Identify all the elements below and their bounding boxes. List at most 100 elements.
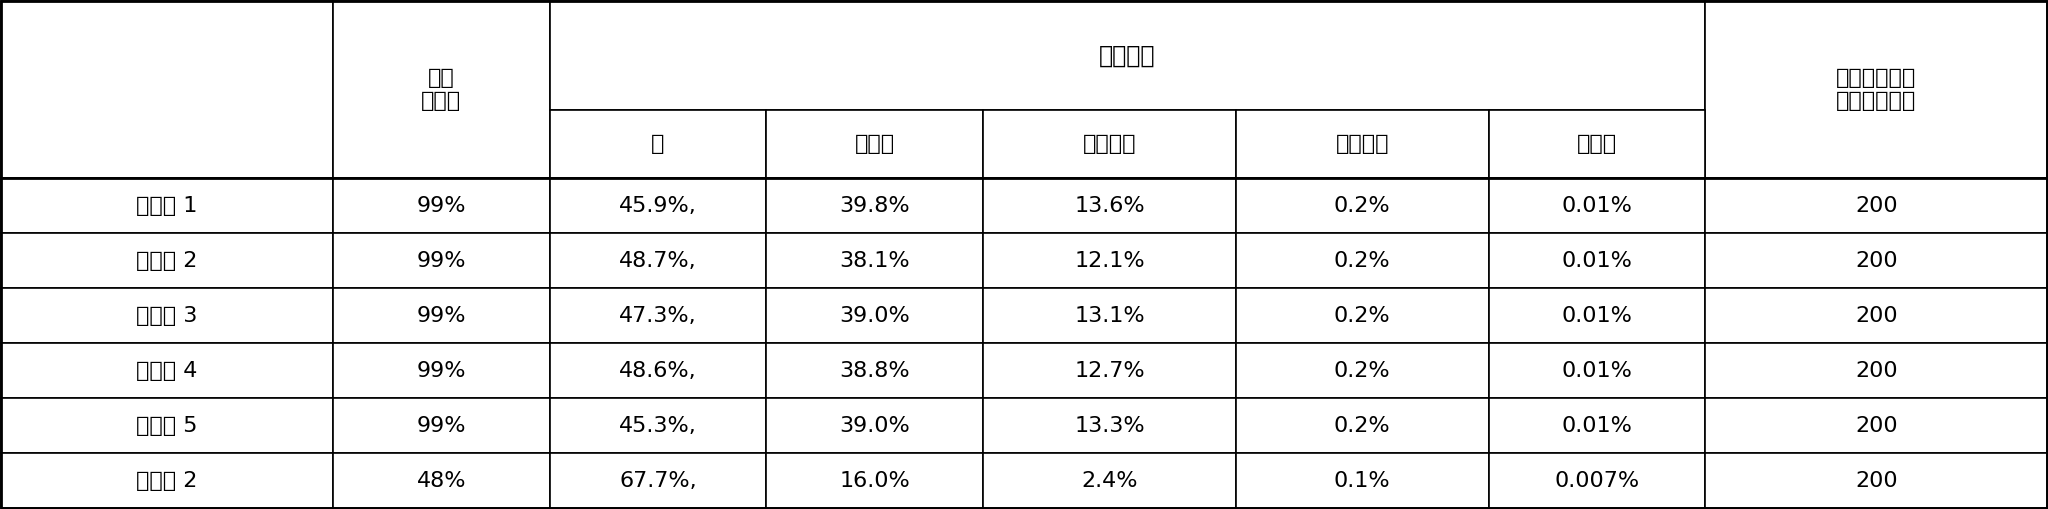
Bar [766, 178, 983, 233]
Bar [983, 233, 1235, 288]
Bar [983, 110, 1235, 178]
Bar [0, 288, 334, 344]
Bar [1235, 399, 1489, 454]
Text: 200: 200 [1855, 306, 1898, 326]
Bar [1489, 454, 1706, 508]
Text: 99%: 99% [416, 306, 467, 326]
Text: 13.6%: 13.6% [1073, 196, 1145, 216]
Text: 99%: 99% [416, 251, 467, 271]
Text: 13.1%: 13.1% [1073, 306, 1145, 326]
Text: 实施例 3: 实施例 3 [135, 306, 197, 326]
Bar [983, 344, 1235, 399]
Text: 0.01%: 0.01% [1563, 416, 1632, 436]
Bar [766, 233, 983, 288]
Text: 99%: 99% [416, 416, 467, 436]
Bar [766, 454, 983, 508]
Text: 0.01%: 0.01% [1563, 196, 1632, 216]
Bar [1235, 344, 1489, 399]
Text: 99%: 99% [416, 361, 467, 381]
Bar [0, 233, 334, 288]
Text: 2.4%: 2.4% [1081, 471, 1139, 491]
Text: 0.2%: 0.2% [1333, 361, 1391, 381]
Bar [1489, 288, 1706, 344]
Text: 0.007%: 0.007% [1554, 471, 1640, 491]
Bar [1235, 178, 1489, 233]
Bar [1235, 288, 1489, 344]
Bar [334, 1, 549, 178]
Bar [334, 454, 549, 508]
Bar [334, 233, 549, 288]
Bar [549, 454, 766, 508]
Text: 45.9%,: 45.9%, [618, 196, 696, 216]
Bar [1489, 399, 1706, 454]
Bar [549, 110, 766, 178]
Text: 39.0%: 39.0% [840, 306, 909, 326]
Text: 苯: 苯 [651, 134, 666, 154]
Bar [766, 288, 983, 344]
Text: 实施例 5: 实施例 5 [135, 416, 197, 436]
Text: 13.3%: 13.3% [1073, 416, 1145, 436]
Bar [983, 454, 1235, 508]
Text: 16.0%: 16.0% [840, 471, 909, 491]
Bar [983, 178, 1235, 233]
Bar [1706, 178, 2048, 233]
Bar [334, 178, 549, 233]
Text: 实施例 4: 实施例 4 [135, 361, 197, 381]
Bar [549, 1, 1706, 110]
Bar [1235, 110, 1489, 178]
Text: 45.3%,: 45.3%, [618, 416, 696, 436]
Text: 0.2%: 0.2% [1333, 196, 1391, 216]
Text: 200: 200 [1855, 361, 1898, 381]
Bar [1489, 233, 1706, 288]
Text: 0.01%: 0.01% [1563, 251, 1632, 271]
Bar [549, 178, 766, 233]
Text: 200: 200 [1855, 471, 1898, 491]
Text: 48%: 48% [416, 471, 467, 491]
Bar [1235, 233, 1489, 288]
Text: 二异丙苯: 二异丙苯 [1083, 134, 1137, 154]
Text: 0.01%: 0.01% [1563, 306, 1632, 326]
Bar [1706, 344, 2048, 399]
Text: 0.2%: 0.2% [1333, 306, 1391, 326]
Text: 0.1%: 0.1% [1333, 471, 1391, 491]
Text: 0.01%: 0.01% [1563, 361, 1632, 381]
Bar [1235, 454, 1489, 508]
Bar [766, 399, 983, 454]
Text: 47.3%,: 47.3%, [618, 306, 696, 326]
Bar [766, 344, 983, 399]
Text: 39.0%: 39.0% [840, 416, 909, 436]
Bar [334, 288, 549, 344]
Bar [1489, 110, 1706, 178]
Text: 200: 200 [1855, 251, 1898, 271]
Text: 12.7%: 12.7% [1073, 361, 1145, 381]
Text: 催化剂稳定反
应时间，小时: 催化剂稳定反 应时间，小时 [1837, 68, 1917, 111]
Bar [1489, 344, 1706, 399]
Text: 三异丙苯: 三异丙苯 [1335, 134, 1389, 154]
Text: 0.2%: 0.2% [1333, 416, 1391, 436]
Text: 比较例 2: 比较例 2 [135, 471, 197, 491]
Bar [549, 399, 766, 454]
Text: 67.7%,: 67.7%, [618, 471, 696, 491]
Bar [1706, 233, 2048, 288]
Bar [0, 454, 334, 508]
Bar [0, 178, 334, 233]
Text: 39.8%: 39.8% [840, 196, 909, 216]
Bar [0, 344, 334, 399]
Bar [334, 344, 549, 399]
Bar [1706, 399, 2048, 454]
Text: 正丙苯: 正丙苯 [1577, 134, 1618, 154]
Text: 48.6%,: 48.6%, [618, 361, 696, 381]
Bar [0, 1, 334, 178]
Bar [549, 288, 766, 344]
Text: 产物分布: 产物分布 [1100, 43, 1155, 67]
Text: 48.7%,: 48.7%, [618, 251, 696, 271]
Text: 200: 200 [1855, 196, 1898, 216]
Bar [983, 288, 1235, 344]
Bar [766, 110, 983, 178]
Bar [1706, 288, 2048, 344]
Text: 38.8%: 38.8% [840, 361, 909, 381]
Text: 99%: 99% [416, 196, 467, 216]
Text: 38.1%: 38.1% [840, 251, 909, 271]
Text: 实施例 1: 实施例 1 [135, 196, 197, 216]
Text: 实施例 2: 实施例 2 [135, 251, 197, 271]
